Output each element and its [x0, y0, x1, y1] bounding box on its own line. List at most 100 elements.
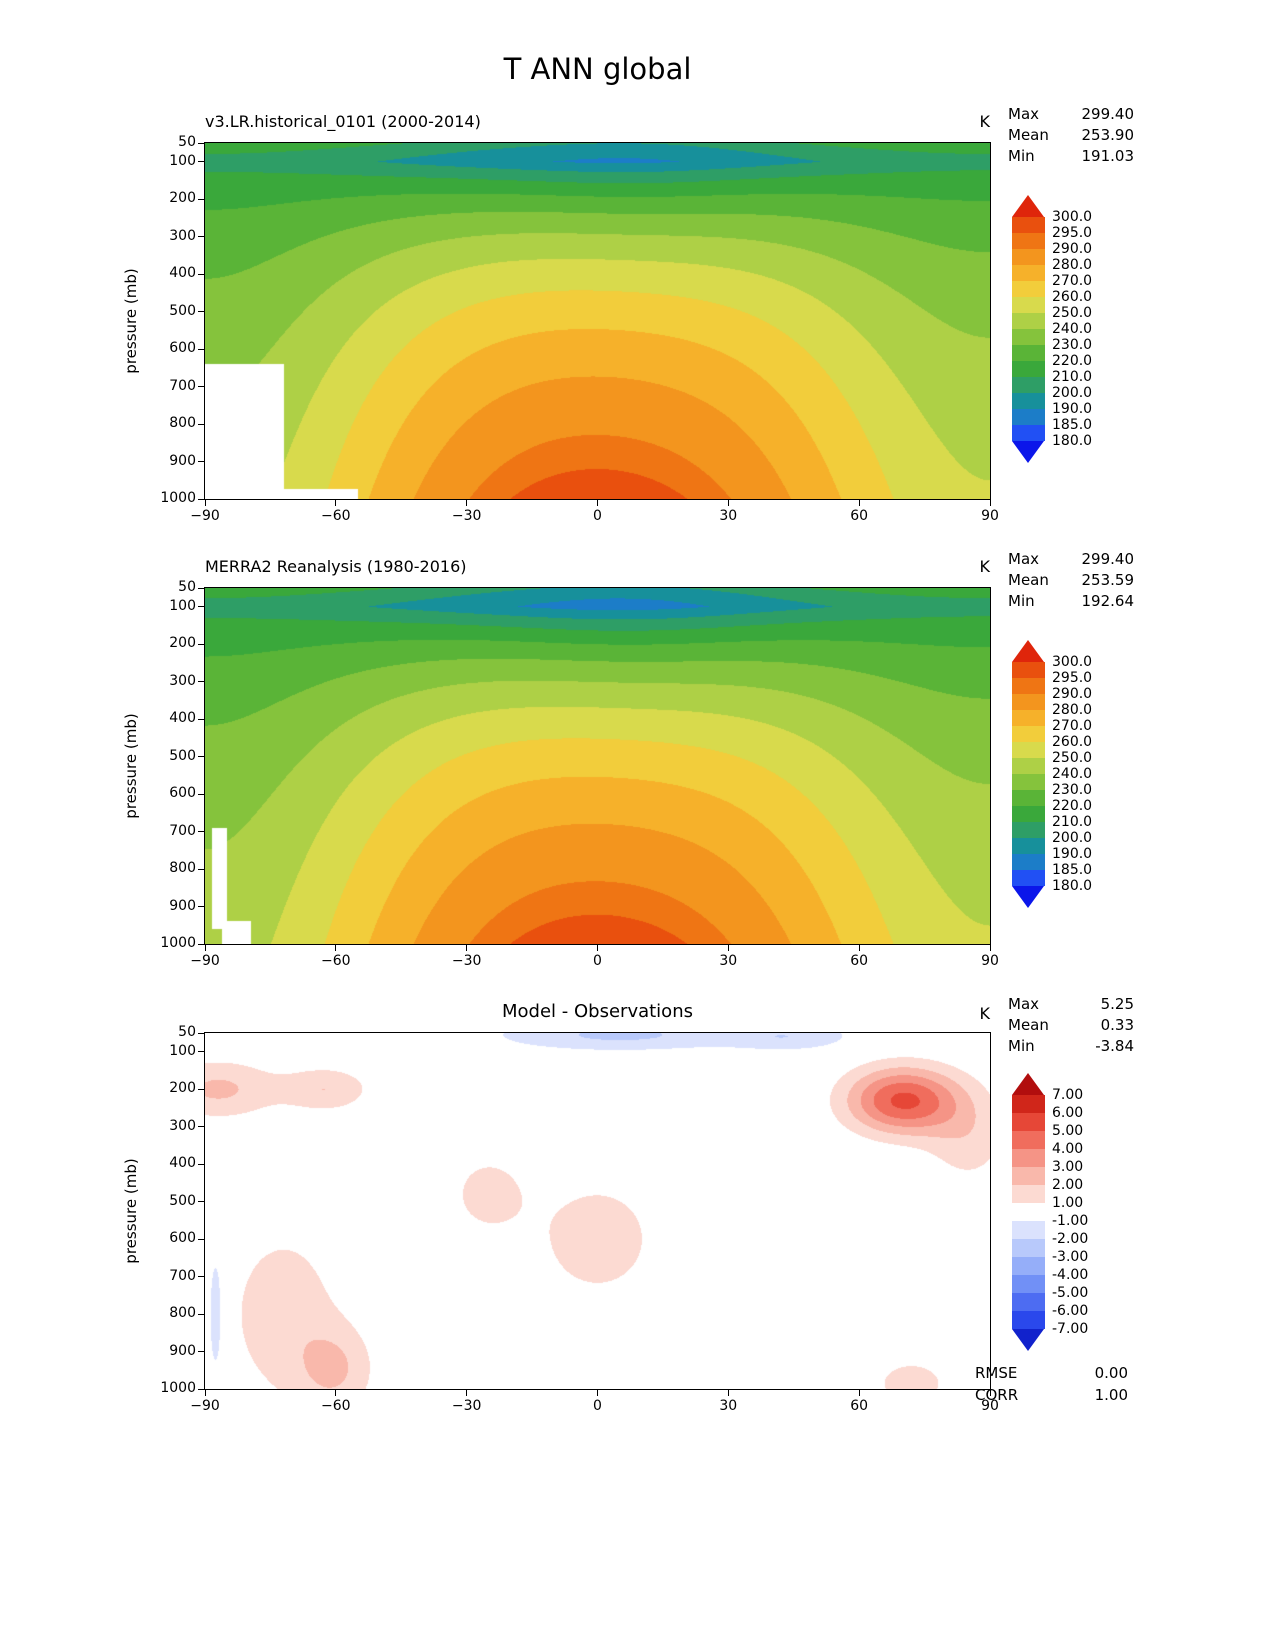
y-tick-label: 900	[169, 452, 196, 469]
colorbar-segment	[1012, 1239, 1045, 1257]
colorbar-label: 190.0	[1052, 401, 1093, 417]
x-tick-mark	[597, 945, 598, 951]
colorbar-label: 4.00	[1052, 1141, 1084, 1157]
y-tick-mark	[198, 587, 204, 589]
x-tick-mark	[204, 945, 206, 951]
colorbar-segment	[1012, 1311, 1045, 1329]
x-tick-mark	[858, 500, 860, 506]
x-tick-label: 0	[593, 953, 602, 969]
y-tick-mark	[198, 906, 204, 907]
colorbar-segment	[1012, 822, 1045, 838]
colorbar-label: 240.0	[1052, 321, 1093, 337]
colorbar-label: 230.0	[1052, 337, 1093, 353]
y-tick-mark	[198, 236, 204, 238]
colorbar-label: 1.00	[1052, 1195, 1084, 1211]
y-tick-mark	[198, 273, 204, 275]
y-tick-mark	[198, 943, 204, 945]
panel2-contour-canvas	[205, 588, 990, 944]
y-tick-mark	[198, 1201, 204, 1203]
y-tick-label: 300	[169, 227, 196, 244]
y-tick-label: 300	[169, 1117, 196, 1134]
colorbar-segment	[1012, 790, 1045, 806]
y-tick-label: 500	[169, 747, 196, 764]
colorbar-segment	[1012, 1167, 1045, 1185]
y-tick-label: 200	[169, 635, 196, 652]
stat-value: 192.64	[1081, 592, 1135, 610]
colorbar-label: 230.0	[1052, 782, 1093, 798]
y-tick-mark	[198, 1351, 204, 1352]
colorbar-label: 270.0	[1052, 273, 1093, 289]
y-tick-label: 800	[169, 860, 196, 877]
x-tick-label: 0	[593, 508, 602, 524]
y-tick-label: 700	[169, 377, 196, 394]
y-tick-mark	[198, 423, 204, 425]
y-tick-label: 200	[169, 1080, 196, 1097]
y-tick-label: 400	[169, 710, 196, 727]
x-tick-label: 30	[719, 508, 738, 524]
y-tick-label: 1000	[160, 935, 196, 951]
colorbar-segment	[1012, 393, 1045, 409]
colorbar-under-arrow	[1012, 441, 1044, 463]
colorbar-label: 220.0	[1052, 353, 1093, 369]
colorbar-label: -3.00	[1052, 1249, 1089, 1265]
colorbar-over-arrow	[1012, 1073, 1044, 1095]
x-tick-mark	[335, 1390, 337, 1396]
colorbar-label: 6.00	[1052, 1105, 1084, 1121]
x-tick-label: 30	[719, 953, 738, 969]
colorbar-segment	[1012, 710, 1045, 726]
x-tick-mark	[597, 500, 598, 506]
x-tick-mark	[466, 945, 468, 951]
y-tick-mark	[198, 643, 204, 645]
x-tick-mark	[466, 1390, 468, 1396]
colorbar-segment	[1012, 361, 1045, 377]
x-tick-label: −30	[451, 1398, 482, 1414]
panel1-units: K	[979, 112, 991, 131]
x-tick-mark	[727, 500, 729, 506]
colorbar-label: 300.0	[1052, 209, 1093, 225]
colorbar-segment	[1012, 854, 1045, 870]
y-tick-label: 700	[169, 822, 196, 839]
colorbar-segment	[1012, 774, 1045, 790]
x-tick-label: 0	[593, 1398, 602, 1414]
stat-value: 299.40	[1081, 105, 1135, 123]
y-tick-mark	[198, 1238, 204, 1240]
stat-value: 191.03	[1081, 147, 1135, 165]
y-tick-mark	[198, 831, 204, 833]
x-tick-label: −90	[190, 508, 220, 524]
y-tick-mark	[198, 868, 204, 870]
x-tick-mark	[989, 945, 991, 951]
stat-label: RMSE	[975, 1364, 1018, 1382]
stat-row-max: Max 299.40	[1008, 549, 1134, 570]
colorbar-segment	[1012, 425, 1045, 441]
colorbar-segment	[1012, 313, 1045, 329]
stat-value: 0.33	[1100, 1016, 1134, 1034]
y-tick-mark	[198, 1088, 204, 1090]
colorbar-label: 280.0	[1052, 257, 1093, 273]
colorbar-under-arrow	[1012, 886, 1044, 908]
colorbar-segment	[1012, 265, 1045, 281]
y-tick-mark	[198, 1163, 204, 1165]
colorbar-segment	[1012, 249, 1045, 265]
x-tick-label: −30	[451, 953, 482, 969]
y-tick-label: 500	[169, 302, 196, 319]
y-tick-label: 100	[169, 597, 196, 614]
x-tick-mark	[335, 500, 337, 506]
panel2-plot-area	[204, 587, 991, 945]
y-tick-mark	[198, 348, 204, 350]
stat-label: Mean	[1008, 571, 1049, 589]
colorbar-segment	[1012, 1131, 1045, 1149]
colorbar-label: 290.0	[1052, 686, 1093, 702]
y-tick-label: 400	[169, 265, 196, 282]
stat-label: Min	[1008, 592, 1035, 610]
colorbar-segment	[1012, 297, 1045, 313]
colorbar-label: 300.0	[1052, 654, 1093, 670]
y-tick-mark	[198, 198, 204, 200]
y-tick-label: 1000	[160, 1380, 196, 1396]
colorbar-segment	[1012, 1095, 1045, 1113]
x-tick-label: 90	[981, 508, 999, 524]
y-tick-label: 900	[169, 897, 196, 914]
colorbar-label: 260.0	[1052, 734, 1093, 750]
x-tick-label: −90	[190, 1398, 220, 1414]
panel2-units: K	[979, 557, 991, 576]
stat-row-min: Min 192.64	[1008, 591, 1134, 612]
